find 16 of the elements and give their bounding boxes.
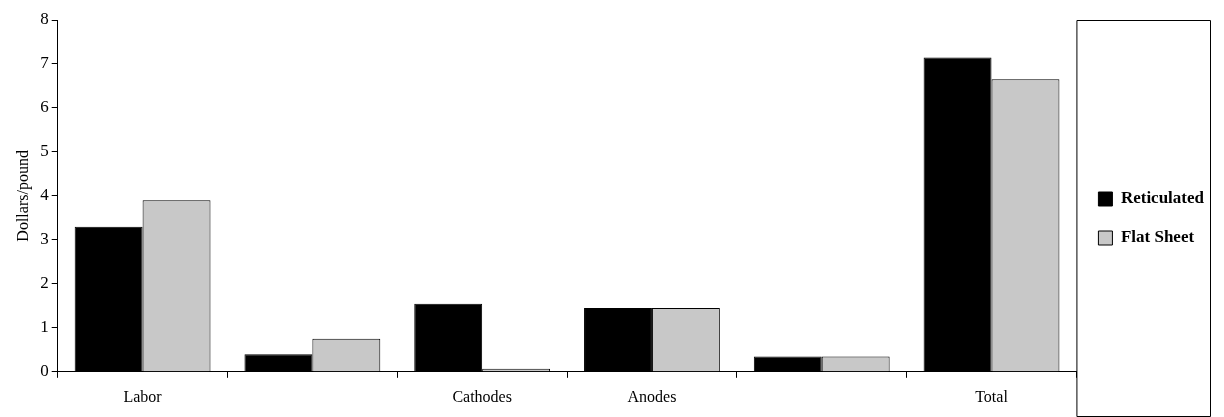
y-tick-label: 1 [40, 317, 49, 337]
y-tick-label: 2 [40, 273, 49, 293]
x-tick-label: Anodes [627, 387, 677, 405]
y-tick-label: 3 [40, 229, 49, 249]
y-tick-label: 8 [40, 9, 49, 29]
y-tick-label: 0 [40, 361, 49, 381]
y-tick-label: 7 [40, 53, 50, 73]
y-tick-label: 4 [40, 185, 50, 205]
y-axis-title: Dollars/pound [13, 150, 32, 242]
y-tick-label: 5 [40, 141, 49, 161]
x-tick-label: Labor [123, 387, 163, 405]
x-tick-label: Cathodes [452, 387, 512, 405]
y-tick-label: 6 [40, 97, 49, 117]
legend-label: Flat Sheet [1120, 227, 1195, 247]
x-tick-label: Total [975, 387, 1009, 405]
legend-label: Reticulated [1120, 188, 1205, 208]
